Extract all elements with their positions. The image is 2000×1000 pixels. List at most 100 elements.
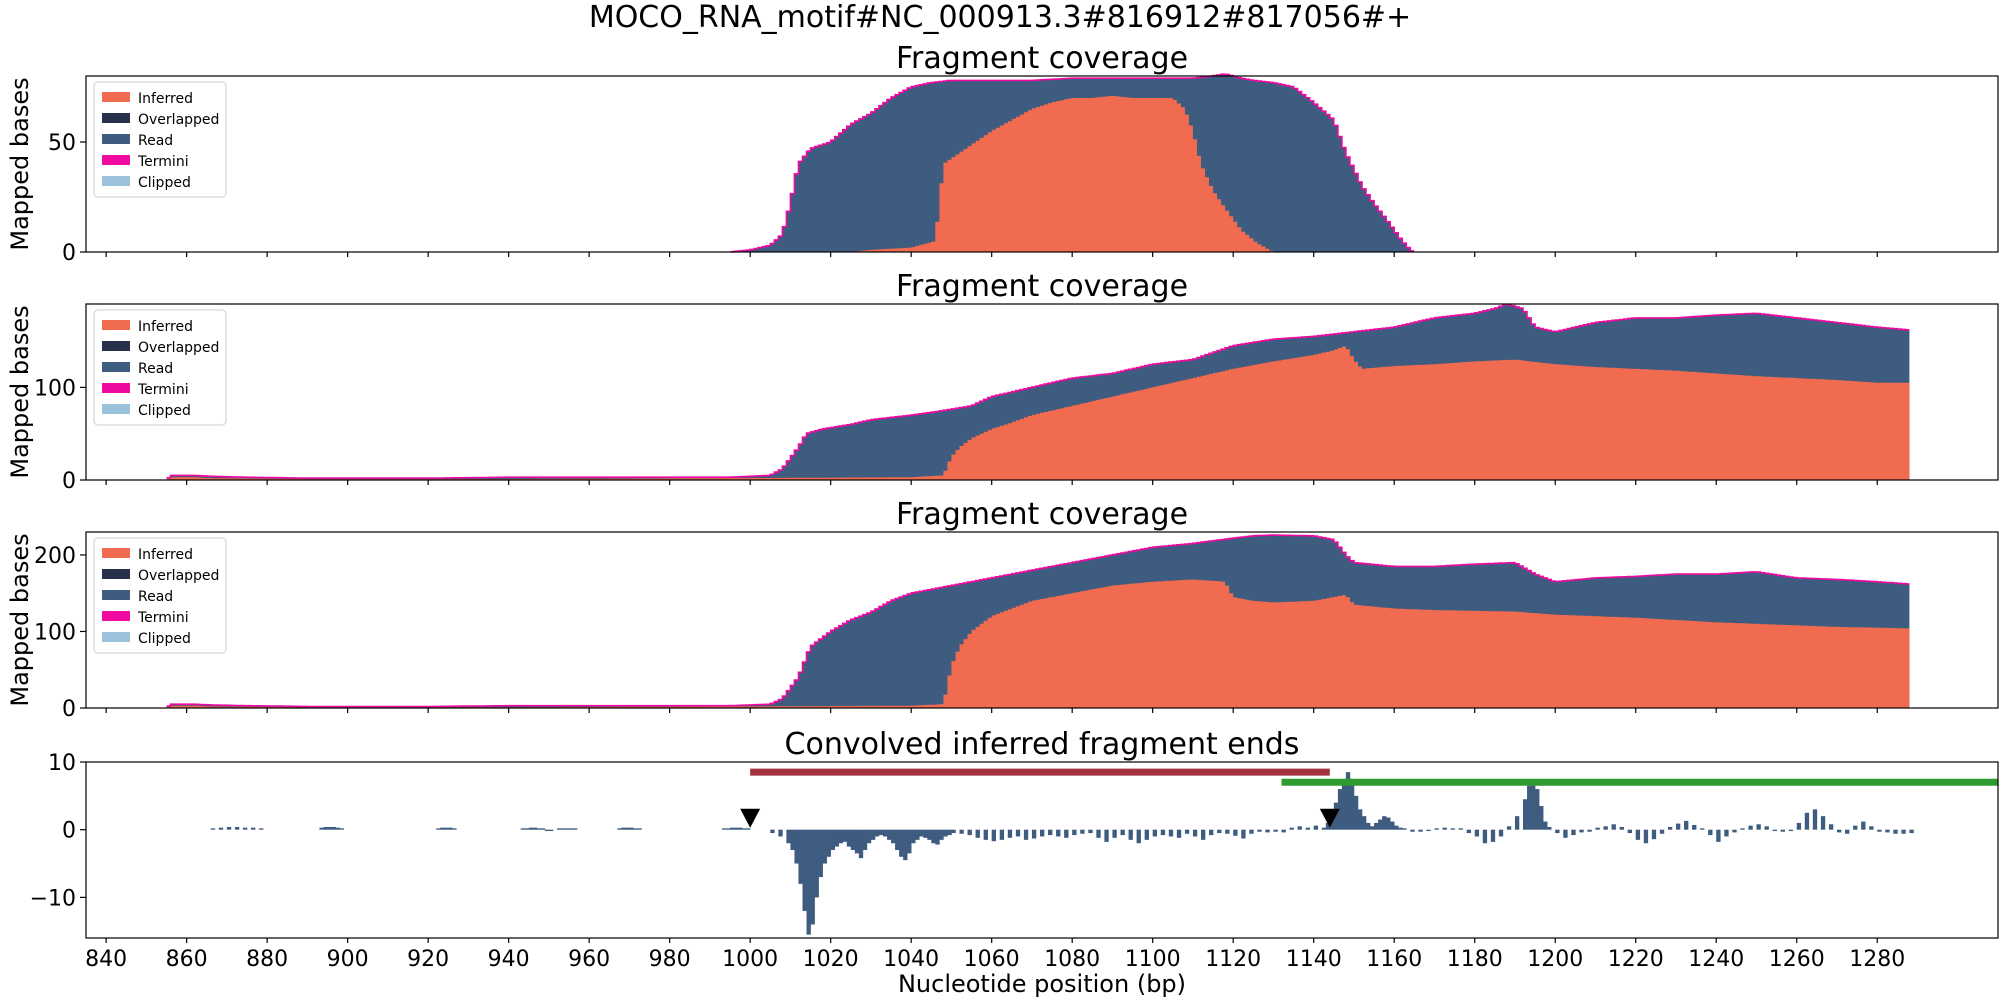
end-bar <box>1788 829 1794 832</box>
end-bar <box>1555 829 1560 834</box>
end-bar <box>335 827 340 830</box>
end-bar <box>569 828 574 830</box>
x-tick-label: 1280 <box>1849 947 1905 972</box>
plot-frame <box>85 761 1999 939</box>
end-bar <box>915 829 920 840</box>
end-bar <box>842 829 848 842</box>
end-bar <box>1571 829 1576 836</box>
legend-swatch <box>102 590 130 600</box>
end-bar <box>1297 826 1302 830</box>
end-bar <box>1804 812 1810 830</box>
end-bar <box>1273 829 1278 832</box>
end-bar <box>1080 829 1085 834</box>
end-bar <box>625 827 630 830</box>
end-bar <box>1200 829 1206 840</box>
legend-label: Overlapped <box>138 112 219 128</box>
end-bar <box>1031 829 1037 839</box>
end-bar <box>975 829 980 838</box>
end-bar <box>834 829 840 847</box>
legend-swatch <box>102 362 130 372</box>
x-tick-label: 1160 <box>1366 947 1422 972</box>
end-bar <box>1048 829 1053 836</box>
plot-frame <box>85 303 1999 481</box>
end-bar <box>721 828 727 830</box>
end-bar <box>524 828 530 830</box>
legend-label: Overlapped <box>138 568 219 584</box>
legend-swatch <box>102 320 130 330</box>
end-bar <box>1885 829 1890 833</box>
end-bar <box>1796 822 1802 830</box>
legend-swatch <box>102 404 130 414</box>
end-bar <box>1901 829 1906 834</box>
end-bar <box>830 829 835 850</box>
end-bar <box>528 827 534 830</box>
end-bar <box>1168 829 1174 837</box>
end-bar <box>1764 826 1769 830</box>
x-tick-label: 960 <box>568 947 610 972</box>
end-bar <box>1353 795 1359 830</box>
end-bar <box>1039 829 1045 837</box>
x-tick-label: 1180 <box>1447 947 1503 972</box>
end-bar <box>850 829 856 850</box>
end-bar <box>878 829 884 836</box>
end-bar <box>251 827 256 830</box>
end-bar <box>1241 829 1246 839</box>
legend-swatch <box>102 569 130 579</box>
end-bar <box>1474 829 1480 837</box>
end-bar <box>1450 828 1455 830</box>
end-bar <box>1341 778 1347 830</box>
legend-label: Clipped <box>138 175 191 191</box>
end-bar <box>1627 829 1633 834</box>
end-bar <box>1023 829 1029 840</box>
legend-swatch <box>102 113 130 123</box>
legend: Inferred Overlapped Read Termini Clipped <box>93 537 227 654</box>
end-bar <box>794 829 799 864</box>
coverage-panel-3: 0 100 200 Fragment coverage Mapped bases Infe… <box>6 497 1999 722</box>
end-bar <box>770 829 775 834</box>
end-bar <box>448 827 453 830</box>
end-bar <box>895 829 900 850</box>
end-bar <box>1490 829 1496 842</box>
end-bar <box>1442 827 1447 830</box>
end-bar <box>1547 826 1552 830</box>
end-bar <box>1378 819 1383 830</box>
end-bar <box>887 829 892 840</box>
legend-swatch <box>102 134 130 144</box>
end-bar <box>319 827 324 830</box>
end-bar <box>1708 829 1713 836</box>
end-bar <box>1120 829 1125 836</box>
x-tick-label: 1140 <box>1286 947 1342 972</box>
end-bar <box>790 829 795 850</box>
end-bar <box>927 829 932 840</box>
end-bar <box>939 829 944 840</box>
y-tick-label: 0 <box>62 469 76 494</box>
coverage-panel-1: 0 50 Fragment coverage Mapped bases Inferred… <box>6 41 1999 266</box>
end-bar <box>1184 829 1190 834</box>
end-bar <box>242 827 248 830</box>
end-bar <box>1466 829 1471 834</box>
end-bar <box>1333 802 1339 830</box>
end-bar <box>738 827 743 830</box>
end-bar <box>838 829 844 844</box>
end-bar <box>1458 828 1463 830</box>
legend-swatch <box>102 632 130 642</box>
end-bar <box>923 829 928 838</box>
legend-label: Read <box>138 361 173 377</box>
end-bar <box>1325 822 1331 830</box>
end-bar <box>1684 820 1689 830</box>
legend-swatch <box>102 383 130 393</box>
end-bar <box>1893 829 1898 834</box>
end-bar <box>1128 829 1133 840</box>
legend-swatch <box>102 155 130 165</box>
end-bar <box>1732 829 1737 833</box>
end-bar <box>1015 829 1021 837</box>
x-tick-label: 1100 <box>1125 947 1181 972</box>
end-bar <box>1233 829 1238 836</box>
plot-frame <box>85 75 1999 253</box>
end-bar <box>959 829 964 834</box>
x-axis-label: Nucleotide position (bp) <box>898 970 1186 998</box>
legend-swatch <box>102 548 130 558</box>
end-bar <box>1909 829 1914 834</box>
end-bar <box>730 827 735 830</box>
